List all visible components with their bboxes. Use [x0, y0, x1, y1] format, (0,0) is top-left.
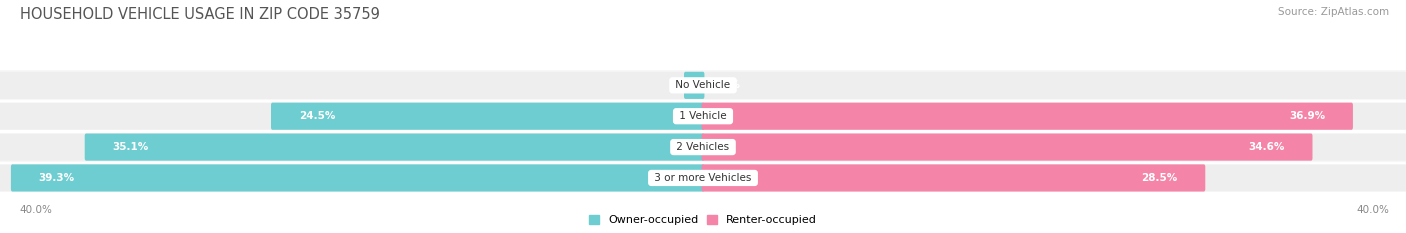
- FancyBboxPatch shape: [702, 103, 1406, 130]
- FancyBboxPatch shape: [0, 103, 704, 130]
- FancyBboxPatch shape: [0, 134, 704, 161]
- FancyBboxPatch shape: [702, 164, 1406, 192]
- Text: 36.9%: 36.9%: [1289, 111, 1324, 121]
- Text: 40.0%: 40.0%: [20, 205, 52, 215]
- FancyBboxPatch shape: [702, 164, 1205, 192]
- Text: 39.3%: 39.3%: [39, 173, 75, 183]
- Text: 24.5%: 24.5%: [299, 111, 335, 121]
- FancyBboxPatch shape: [702, 72, 1406, 99]
- Bar: [0, 132, 1406, 163]
- Bar: [0, 163, 1406, 193]
- Text: HOUSEHOLD VEHICLE USAGE IN ZIP CODE 35759: HOUSEHOLD VEHICLE USAGE IN ZIP CODE 3575…: [20, 7, 380, 22]
- FancyBboxPatch shape: [11, 164, 704, 192]
- Text: 1 Vehicle: 1 Vehicle: [676, 111, 730, 121]
- FancyBboxPatch shape: [0, 72, 704, 99]
- Text: 3 or more Vehicles: 3 or more Vehicles: [651, 173, 755, 183]
- Text: 35.1%: 35.1%: [112, 142, 149, 152]
- Text: Source: ZipAtlas.com: Source: ZipAtlas.com: [1278, 7, 1389, 17]
- FancyBboxPatch shape: [702, 134, 1406, 161]
- Bar: [0, 101, 1406, 132]
- Text: No Vehicle: No Vehicle: [672, 80, 734, 90]
- FancyBboxPatch shape: [685, 72, 704, 99]
- FancyBboxPatch shape: [0, 164, 704, 192]
- FancyBboxPatch shape: [84, 134, 704, 161]
- Text: 40.0%: 40.0%: [1357, 205, 1389, 215]
- Text: 1.0%: 1.0%: [711, 80, 741, 90]
- Bar: [0, 70, 1406, 101]
- Text: 34.6%: 34.6%: [1249, 142, 1285, 152]
- FancyBboxPatch shape: [702, 134, 1313, 161]
- FancyBboxPatch shape: [702, 103, 1353, 130]
- Text: 2 Vehicles: 2 Vehicles: [673, 142, 733, 152]
- Legend: Owner-occupied, Renter-occupied: Owner-occupied, Renter-occupied: [589, 215, 817, 225]
- Text: 28.5%: 28.5%: [1142, 173, 1178, 183]
- FancyBboxPatch shape: [271, 103, 704, 130]
